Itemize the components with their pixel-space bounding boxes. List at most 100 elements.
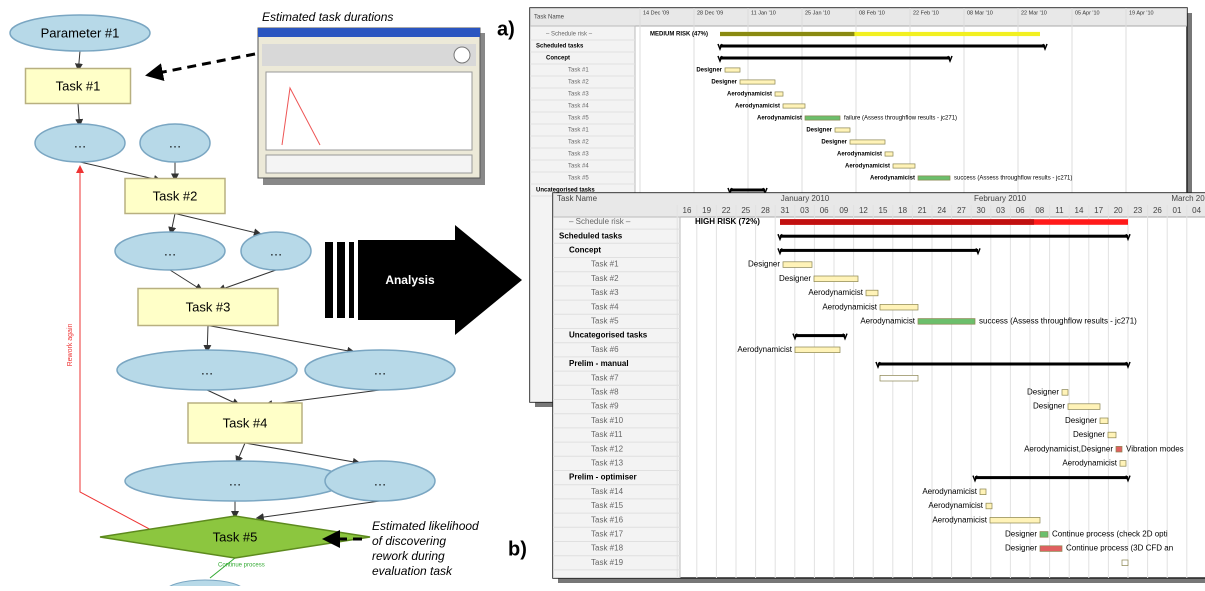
task-name: Prelim - optimiser bbox=[569, 473, 637, 482]
day-label: 20 bbox=[1114, 206, 1123, 215]
task-name: Scheduled tasks bbox=[536, 44, 584, 50]
flow-edge bbox=[78, 51, 80, 71]
task-name: Task #8 bbox=[591, 388, 619, 397]
flow-node-label: Task #4 bbox=[223, 415, 268, 430]
date-label: 08 Mar '10 bbox=[967, 10, 993, 16]
risk-bar bbox=[780, 219, 1034, 225]
resource-label: Aerodynamicist bbox=[837, 152, 882, 158]
day-label: 09 bbox=[839, 206, 848, 215]
continue-label: Continue process bbox=[218, 563, 265, 569]
flow-edge bbox=[208, 326, 354, 353]
resource-label: Designer bbox=[1027, 388, 1059, 397]
date-label: 14 Dec '09 bbox=[643, 10, 669, 16]
task-name: Task #9 bbox=[591, 402, 619, 411]
resource-label: Designer bbox=[1033, 402, 1065, 411]
summary-bar bbox=[780, 235, 1128, 238]
task-name: Task #2 bbox=[591, 274, 619, 283]
day-label: 23 bbox=[1133, 206, 1142, 215]
task-name: Task #6 bbox=[591, 345, 619, 354]
task-name: Task #16 bbox=[591, 515, 624, 524]
task-bar bbox=[866, 290, 878, 296]
annotation-line: evaluation task bbox=[372, 564, 453, 578]
date-label: 25 Jan '10 bbox=[805, 10, 830, 16]
resource-label: Designer bbox=[1065, 416, 1097, 425]
day-label: 30 bbox=[977, 206, 986, 215]
summary-bar bbox=[975, 476, 1128, 479]
task-bar bbox=[1120, 461, 1126, 467]
annotation-line: rework during bbox=[372, 549, 445, 563]
resource-label: Designer bbox=[779, 274, 811, 283]
resource-label: Designer bbox=[1073, 430, 1105, 439]
annotation: Estimated task durations bbox=[262, 10, 393, 24]
annotation-line: of discovering bbox=[372, 534, 446, 548]
task-bar bbox=[1068, 404, 1100, 410]
resource-label: Aerodynamicist bbox=[727, 92, 772, 98]
task-bar bbox=[1116, 446, 1122, 452]
task-bar bbox=[805, 116, 840, 120]
day-label: 14 bbox=[1075, 206, 1084, 215]
resource-label: Designer bbox=[711, 80, 737, 86]
task-name: Task #1 bbox=[568, 128, 589, 134]
day-label: 04 bbox=[1192, 206, 1201, 215]
flow-node-label: … bbox=[270, 243, 283, 258]
panel-label: a) bbox=[497, 18, 515, 40]
flow-node-label: … bbox=[169, 135, 182, 150]
task-bar bbox=[835, 128, 850, 132]
day-label: 19 bbox=[702, 206, 711, 215]
date-label: 28 Dec '09 bbox=[697, 10, 723, 16]
day-label: 06 bbox=[820, 206, 829, 215]
column-header: Task Name bbox=[557, 194, 598, 203]
duration-screenshot bbox=[258, 28, 485, 185]
month-label: March 20 bbox=[1171, 194, 1205, 203]
task-bar bbox=[918, 319, 975, 325]
task-name: Task #5 bbox=[568, 116, 589, 122]
flow-node-label: Task #3 bbox=[186, 299, 231, 314]
day-label: 11 bbox=[1055, 206, 1064, 215]
outcome-note: success (Assess throughflow results - jc… bbox=[954, 176, 1072, 182]
flow-node-label: Parameter #1 bbox=[41, 25, 120, 40]
resource-label: Aerodynamicist bbox=[860, 317, 915, 326]
resource-label: Aerodynamicist bbox=[822, 302, 877, 311]
task-name: Concept bbox=[546, 56, 570, 62]
task-bar bbox=[783, 104, 805, 108]
month-label: January 2010 bbox=[781, 194, 830, 203]
summary-bar bbox=[730, 189, 765, 192]
flow-node-label: Task #1 bbox=[56, 78, 101, 93]
flow-node-label: Task #2 bbox=[153, 188, 198, 203]
task-bar bbox=[850, 140, 885, 144]
resource-label: Designer bbox=[821, 140, 847, 146]
day-label: 03 bbox=[996, 206, 1005, 215]
day-label: 18 bbox=[898, 206, 907, 215]
day-label: 01 bbox=[1173, 206, 1182, 215]
day-label: 16 bbox=[683, 206, 692, 215]
task-name: Task #5 bbox=[568, 176, 589, 182]
panel-label: b) bbox=[508, 538, 527, 560]
task-name: – Schedule risk – bbox=[569, 217, 631, 226]
task-name: Task #4 bbox=[568, 104, 589, 110]
flow-edge bbox=[175, 214, 261, 235]
flow-node-label: … bbox=[201, 362, 214, 377]
task-name: Task #14 bbox=[591, 487, 624, 496]
resource-label: Aerodynamicist,Designer bbox=[1024, 444, 1113, 453]
annotation-line: Estimated likelihood bbox=[372, 519, 479, 533]
task-bar bbox=[1108, 432, 1116, 438]
gantt-b: Task Name January 2010 February 2010 March … bbox=[553, 193, 1205, 583]
day-label: 25 bbox=[741, 206, 750, 215]
flow-node-label: … bbox=[374, 362, 387, 377]
dashed-arrow bbox=[148, 54, 255, 75]
flow-node-label: … bbox=[164, 243, 177, 258]
flow-edge bbox=[218, 270, 276, 291]
task-bar bbox=[1062, 390, 1068, 396]
day-label: 17 bbox=[1094, 206, 1103, 215]
date-label: 08 Feb '10 bbox=[859, 10, 885, 16]
task-name: Task #7 bbox=[591, 373, 619, 382]
resource-label: Designer bbox=[1005, 530, 1037, 539]
resource-label: Aerodynamicist bbox=[922, 487, 977, 496]
task-name: Concept bbox=[569, 246, 601, 255]
flow-node-label: … bbox=[74, 135, 87, 150]
task-name: Task #17 bbox=[591, 530, 624, 539]
flow-edge bbox=[80, 162, 161, 181]
task-name: Prelim - manual bbox=[569, 359, 629, 368]
month-label: February 2010 bbox=[974, 194, 1027, 203]
day-label: 22 bbox=[722, 206, 731, 215]
